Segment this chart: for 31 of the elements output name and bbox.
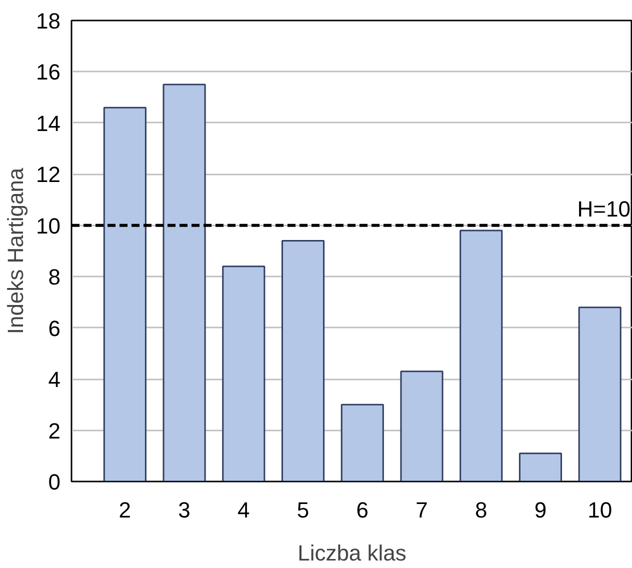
x-tick-label: 9 [534,498,547,522]
x-tick-label: 8 [475,498,488,522]
y-tick-label: 6 [48,316,61,341]
y-tick-label: 14 [36,110,61,136]
x-axis-title: Liczba klas [298,540,406,566]
y-axis-title: Indeks Hartigana [3,167,28,334]
bar [578,306,622,482]
y-tick-label: 16 [36,60,61,85]
bar [222,266,266,482]
x-tick-label: 4 [238,498,250,522]
bar [162,84,206,482]
x-tick-label: 6 [356,498,369,522]
bar [103,106,146,482]
ref-line-label: H=10 [577,196,631,222]
y-tick-label: 10 [36,213,61,238]
y-tick-label: 4 [48,367,61,392]
bar [518,452,562,482]
x-tick-label: 7 [416,498,428,522]
y-tick-label: 12 [36,162,61,188]
x-tick-label: 10 [588,498,612,522]
y-tick-label: 18 [36,8,61,34]
x-tick-label: 5 [296,498,310,522]
bar [340,404,384,482]
bar [281,240,325,482]
x-tick-label: 2 [118,498,132,522]
bar [400,370,444,482]
y-tick-label: 2 [48,418,61,444]
x-tick-label: 3 [178,498,190,522]
y-tick-label: 0 [48,470,61,494]
bar [460,230,503,482]
y-tick-label: 8 [48,264,61,290]
